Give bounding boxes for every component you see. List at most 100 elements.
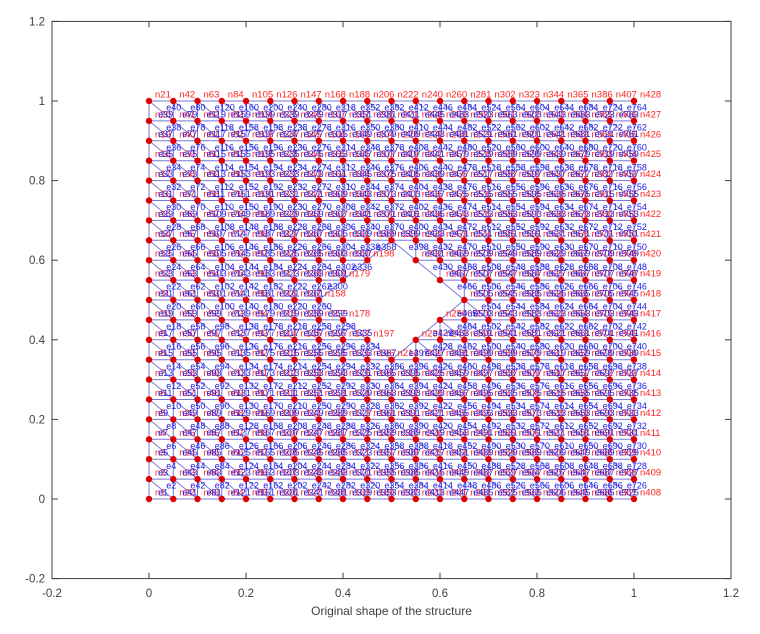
svg-text:e55: e55 [182,348,197,358]
svg-text:e633: e633 [546,209,566,219]
svg-text:e635: e635 [546,189,566,199]
svg-text:e639: e639 [546,149,566,159]
svg-text:n140: n140 [301,229,322,240]
svg-text:e700: e700 [603,341,623,351]
svg-text:e150: e150 [239,202,259,212]
svg-text:e392: e392 [409,401,429,411]
x-tick-label: 0.6 [432,588,448,600]
svg-text:e528: e528 [506,461,526,471]
svg-text:n99: n99 [252,209,268,220]
svg-text:e139: e139 [231,308,251,318]
svg-text:n325: n325 [543,468,564,479]
svg-text:e478: e478 [457,162,477,172]
svg-text:e507: e507 [473,269,493,279]
svg-text:n238: n238 [422,129,443,140]
svg-text:e360: e360 [384,421,404,431]
svg-text:e612: e612 [554,421,574,431]
svg-text:e398: e398 [409,242,429,252]
svg-text:e260: e260 [312,302,332,312]
svg-text:n341: n341 [543,149,564,160]
svg-text:e422: e422 [433,401,453,411]
svg-text:e438: e438 [433,182,453,192]
svg-text:n157: n157 [325,308,346,319]
svg-text:e364: e364 [384,381,404,391]
x-axis-label: Original shape of the structure [311,604,472,618]
svg-text:e522: e522 [481,123,501,133]
svg-text:e182: e182 [263,282,283,292]
svg-text:e515: e515 [473,189,493,199]
svg-text:e119: e119 [207,109,226,119]
svg-text:e135: e135 [231,348,251,358]
svg-text:e202: e202 [287,481,307,491]
svg-text:n145: n145 [301,129,322,140]
svg-text:n342: n342 [543,129,564,140]
svg-text:n171: n171 [349,448,370,459]
svg-text:n62: n62 [204,109,220,120]
svg-text:e124: e124 [239,461,259,471]
svg-text:e393: e393 [401,388,421,398]
svg-text:e230: e230 [287,202,307,212]
svg-text:e740: e740 [627,341,647,351]
svg-text:n276: n276 [470,189,491,200]
svg-text:e685: e685 [595,487,615,497]
svg-text:e483: e483 [449,109,469,119]
svg-text:e644: e644 [554,103,574,113]
svg-text:e160: e160 [239,103,259,113]
svg-text:e448: e448 [457,481,477,491]
svg-text:e547: e547 [498,269,518,279]
svg-text:e343: e343 [352,189,372,199]
svg-text:e453: e453 [449,428,469,438]
svg-text:n121: n121 [276,189,297,200]
svg-text:e444: e444 [433,123,453,133]
svg-text:e95: e95 [207,348,222,358]
svg-text:n114: n114 [276,328,296,339]
svg-text:n210: n210 [398,428,419,439]
svg-text:n281: n281 [470,90,491,101]
svg-text:e20: e20 [166,302,181,312]
svg-text:e370: e370 [384,222,404,232]
svg-text:e721: e721 [595,129,615,139]
svg-text:e306: e306 [336,222,356,232]
svg-text:e175: e175 [255,348,275,358]
svg-text:e578: e578 [530,361,550,371]
svg-text:e263: e263 [304,269,324,279]
svg-text:n138: n138 [301,269,322,280]
svg-text:n178: n178 [349,308,370,319]
svg-text:n309: n309 [519,368,540,379]
svg-text:e550: e550 [506,242,526,252]
svg-text:e228: e228 [287,222,307,232]
svg-text:n80: n80 [228,169,244,180]
svg-text:e289: e289 [328,408,348,418]
svg-text:e589: e589 [522,249,542,259]
svg-text:e413: e413 [425,487,445,497]
svg-text:e443: e443 [425,129,445,139]
svg-text:e167: e167 [255,428,275,438]
element-labels: e1e2e3e4e5e6e7e8e9e10e11e12e13e14e15e16e… [158,103,647,498]
svg-text:e764: e764 [627,103,647,113]
svg-text:n269: n269 [470,328,491,339]
svg-text:e17: e17 [158,328,173,338]
svg-text:e451: e451 [449,448,469,458]
svg-text:e103: e103 [207,269,227,279]
svg-text:e346: e346 [360,162,380,172]
svg-text:n222: n222 [398,90,419,101]
svg-text:e554: e554 [506,202,526,212]
svg-text:e521: e521 [473,129,493,139]
svg-text:e146: e146 [239,242,259,252]
svg-text:n304: n304 [519,468,540,479]
svg-text:n323: n323 [519,90,540,101]
svg-text:e670: e670 [578,242,598,252]
svg-text:e213: e213 [279,368,299,378]
svg-text:n335: n335 [543,269,564,280]
svg-text:e382: e382 [384,103,404,113]
svg-text:n67: n67 [228,428,244,439]
svg-text:n44: n44 [204,468,220,479]
svg-text:e625: e625 [546,288,566,298]
svg-text:e567: e567 [522,468,542,478]
svg-text:n91: n91 [252,368,268,379]
svg-text:e348: e348 [360,142,380,152]
svg-text:n167: n167 [325,109,346,120]
svg-text:e328: e328 [360,401,380,411]
svg-text:e6: e6 [166,441,176,451]
svg-text:e185: e185 [255,249,275,259]
